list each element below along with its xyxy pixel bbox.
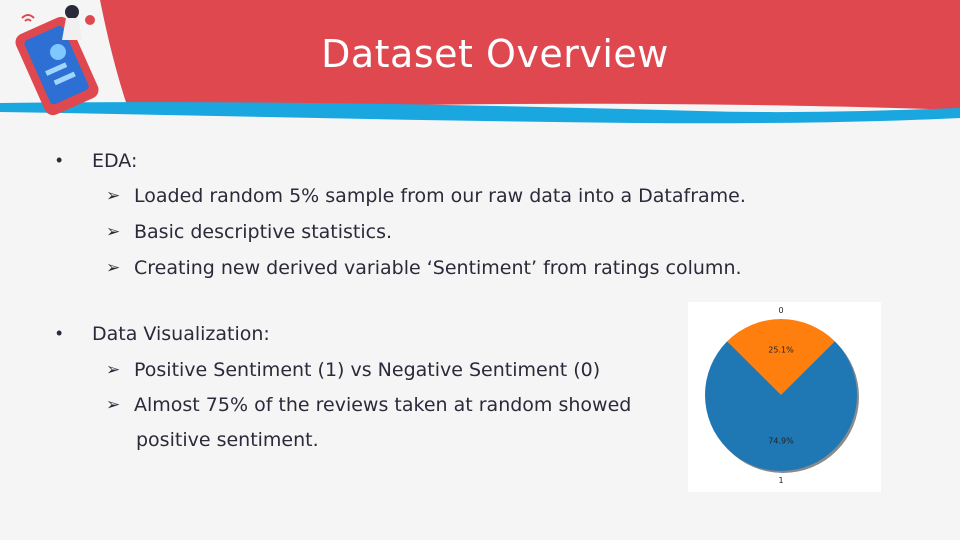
- sub-item-sentiment-variable: Creating new derived variable ‘Sentiment…: [134, 257, 742, 279]
- slide-title: Dataset Overview: [321, 32, 669, 76]
- pie-slice-1: [705, 341, 857, 471]
- pie-value-label-1: 74.9%: [768, 437, 794, 446]
- phone-illustration: [15, 5, 99, 116]
- bullet-eda: EDA:: [92, 150, 138, 172]
- header-banner: [0, 0, 960, 124]
- arrow-icon: ➢: [106, 395, 121, 414]
- arrow-icon: ➢: [106, 222, 121, 241]
- sub-item-statistics: Basic descriptive statistics.: [134, 221, 393, 243]
- arrow-icon: ➢: [106, 186, 121, 205]
- sub-item-sample: Loaded random 5% sample from our raw dat…: [134, 185, 746, 207]
- pie-value-label-0: 25.1%: [768, 345, 794, 354]
- pie-category-label-1: 1: [778, 476, 783, 485]
- bullet-data-visualization: Data Visualization:: [92, 323, 270, 345]
- pie-category-label-0: 0: [778, 306, 783, 315]
- arrow-icon: ➢: [106, 258, 121, 277]
- sentiment-pie-chart: 25.1% 0 74.9% 1: [705, 306, 859, 485]
- sub-item-almost-75-continued: positive sentiment.: [136, 429, 319, 451]
- sub-item-almost-75: Almost 75% of the reviews taken at rando…: [134, 394, 632, 416]
- header-red-shape: [100, 0, 960, 114]
- sub-item-positive-vs-negative: Positive Sentiment (1) vs Negative Senti…: [134, 359, 601, 381]
- header-cyan-wave: [0, 102, 960, 124]
- pie-slice-0: [727, 319, 835, 395]
- pie-chart-panel: 25.1% 0 74.9% 1: [688, 302, 881, 492]
- arrow-icon: ➢: [106, 360, 121, 379]
- bullet-dot: •: [56, 150, 63, 170]
- bullet-dot: •: [56, 323, 63, 343]
